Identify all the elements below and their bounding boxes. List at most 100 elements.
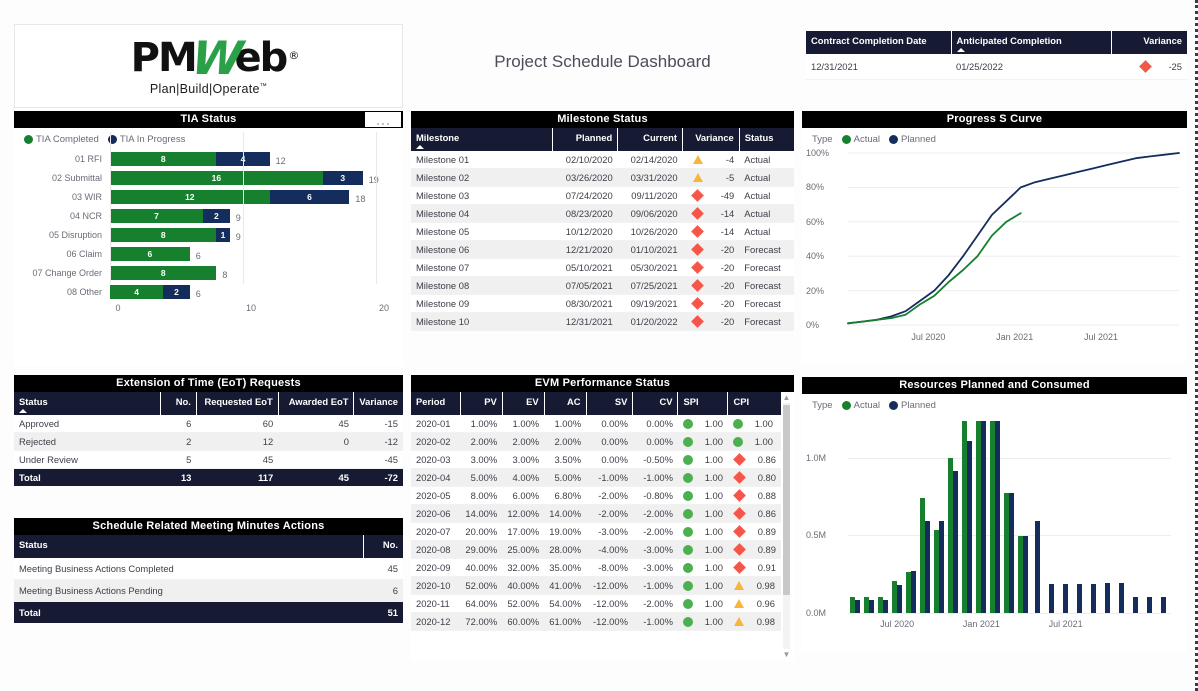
table-row[interactable]: 2020-07 20.00% 17.00% 19.00% -3.00% -2.00% 1.0… <box>411 522 781 541</box>
tia-bar-segment[interactable]: 1 <box>216 227 230 242</box>
table-row[interactable]: Milestone 03 07/24/2020 09/11/2020 -49 Actua… <box>411 186 794 205</box>
bar-actual[interactable] <box>1018 536 1024 613</box>
bar-group[interactable] <box>876 419 890 613</box>
tia-bar-segment[interactable]: 3 <box>322 170 363 185</box>
legend-item-actual[interactable]: Actual <box>841 400 880 411</box>
bar-group[interactable] <box>974 419 988 613</box>
bar-planned[interactable] <box>1105 582 1111 613</box>
table-row[interactable]: Meeting Business Actions Pending 6 <box>14 579 403 602</box>
table-row[interactable]: Milestone 06 12/21/2020 01/10/2021 -20 Forec… <box>411 240 794 259</box>
bar-group[interactable] <box>1073 419 1087 613</box>
bar-group[interactable] <box>1030 419 1044 613</box>
table-row[interactable]: Approved 6 60 45 -15 <box>14 415 403 433</box>
table-row[interactable]: Milestone 09 08/30/2021 09/19/2021 -20 Forec… <box>411 294 794 313</box>
col-variance[interactable]: Variance <box>682 128 740 151</box>
table-row[interactable]: 2020-12 72.00% 60.00% 61.00% -12.00% -1.00% 1.… <box>411 612 781 631</box>
bar-planned[interactable] <box>883 599 889 613</box>
col-anticipated-completion[interactable]: Anticipated Completion <box>951 31 1112 54</box>
col-contract-completion-date[interactable]: Contract Completion Date <box>806 31 952 54</box>
tia-bar-row[interactable]: 03 WIR 12 6 18 <box>22 187 395 206</box>
table-row[interactable]: Rejected 2 12 0 -12 <box>14 432 403 451</box>
col-current[interactable]: Current <box>617 128 684 151</box>
col-milestone[interactable]: Milestone <box>411 128 554 151</box>
bar-actual[interactable] <box>878 596 884 613</box>
bar-group[interactable] <box>1002 419 1016 613</box>
tia-bar-segment[interactable]: 8 <box>110 265 217 280</box>
col-no[interactable]: No. <box>363 535 403 558</box>
bar-group[interactable] <box>862 419 876 613</box>
col-period[interactable]: Period <box>411 392 461 415</box>
tia-bar-segment[interactable]: 12 <box>110 189 270 204</box>
bar-planned[interactable] <box>1147 597 1153 613</box>
bar-planned[interactable] <box>995 420 1001 613</box>
bar-group[interactable] <box>1115 419 1129 613</box>
col-cv[interactable]: CV <box>632 392 679 415</box>
legend-item-tia-completed[interactable]: TIA Completed <box>24 134 99 145</box>
bar-planned[interactable] <box>1023 536 1029 613</box>
bar-group[interactable] <box>918 419 932 613</box>
legend-item-planned[interactable]: Planned <box>889 134 936 145</box>
bar-planned[interactable] <box>1009 492 1015 613</box>
col-cpi[interactable]: CPI <box>727 392 781 415</box>
col-variance[interactable]: Variance <box>1111 31 1187 54</box>
col-pv[interactable]: PV <box>460 392 503 415</box>
bar-actual[interactable] <box>920 498 926 613</box>
tia-bar-segment[interactable]: 16 <box>110 170 323 185</box>
table-row[interactable]: Under Review 5 45 -45 <box>14 450 403 469</box>
col-status[interactable]: Status <box>14 392 162 415</box>
bar-group[interactable] <box>1101 419 1115 613</box>
table-row[interactable]: 2020-02 2.00% 2.00% 2.00% 0.00% 0.00% 1.00 1.00 <box>411 432 781 451</box>
bar-planned[interactable] <box>925 521 931 613</box>
evm-scrollbar[interactable]: ▲ ▼ <box>781 393 792 659</box>
col-status[interactable]: Status <box>14 535 364 558</box>
col-status[interactable]: Status <box>739 128 794 151</box>
bar-planned[interactable] <box>1062 583 1068 613</box>
tia-bar-segment[interactable]: 7 <box>110 208 204 223</box>
col-awarded-eot[interactable]: Awarded EoT <box>278 392 355 415</box>
bar-planned[interactable] <box>981 420 987 613</box>
col-sv[interactable]: SV <box>586 392 634 415</box>
bar-planned[interactable] <box>911 571 917 613</box>
tia-bar-row[interactable]: 06 Claim 6 6 <box>22 244 395 263</box>
table-row[interactable]: Milestone 02 03/26/2020 03/31/2020 -5 Actual <box>411 168 794 187</box>
chevron-down-icon[interactable]: ▼ <box>782 650 791 659</box>
bar-planned[interactable] <box>1048 583 1054 613</box>
bar-actual[interactable] <box>850 597 856 613</box>
table-row[interactable]: 2020-01 1.00% 1.00% 1.00% 0.00% 0.00% 1.00 1.00 <box>411 415 781 433</box>
bar-group[interactable] <box>1087 419 1101 613</box>
bar-planned[interactable] <box>897 585 903 613</box>
col-variance[interactable]: Variance <box>353 392 403 415</box>
tia-bar-row[interactable]: 05 Disruption 8 1 9 <box>22 225 395 244</box>
bar-actual[interactable] <box>962 420 968 613</box>
tia-bar-segment[interactable]: 4 <box>216 151 270 166</box>
tia-bar-row[interactable]: 08 Other 4 2 6 <box>22 282 395 301</box>
legend-item-planned[interactable]: Planned <box>889 400 936 411</box>
bar-group[interactable] <box>1058 419 1072 613</box>
table-row[interactable]: Meeting Business Actions Completed 45 <box>14 558 403 580</box>
bar-actual[interactable] <box>1004 492 1010 613</box>
table-row[interactable]: Milestone 04 08/23/2020 09/06/2020 -14 Actua… <box>411 204 794 223</box>
bar-planned[interactable] <box>967 440 973 613</box>
table-row[interactable]: 2020-04 5.00% 4.00% 5.00% -1.00% -1.00% 1.00 0.… <box>411 468 781 487</box>
tia-bar-segment[interactable]: 2 <box>203 208 230 223</box>
bar-actual[interactable] <box>948 457 954 613</box>
table-row[interactable]: Milestone 05 10/12/2020 10/26/2020 -14 Actua… <box>411 222 794 241</box>
bar-actual[interactable] <box>934 529 940 613</box>
tia-bar-segment[interactable]: 6 <box>269 189 350 204</box>
bar-planned[interactable] <box>1077 583 1083 613</box>
chevron-up-icon[interactable]: ▲ <box>782 393 791 402</box>
bar-planned[interactable] <box>1119 582 1125 613</box>
tia-bar-row[interactable]: 07 Change Order 8 8 <box>22 263 395 282</box>
bar-group[interactable] <box>890 419 904 613</box>
bar-planned[interactable] <box>1133 597 1139 613</box>
bar-planned[interactable] <box>1091 583 1097 613</box>
bar-group[interactable] <box>848 419 862 613</box>
bar-planned[interactable] <box>953 471 959 613</box>
bar-planned[interactable] <box>855 599 861 613</box>
bar-actual[interactable] <box>864 597 870 613</box>
table-row[interactable]: 2020-11 64.00% 52.00% 54.00% -12.00% -2.00% 1.… <box>411 594 781 613</box>
bar-planned[interactable] <box>1161 597 1167 613</box>
bar-group[interactable] <box>1016 419 1030 613</box>
col-ev[interactable]: EV <box>502 392 545 415</box>
bar-actual[interactable] <box>906 571 912 613</box>
